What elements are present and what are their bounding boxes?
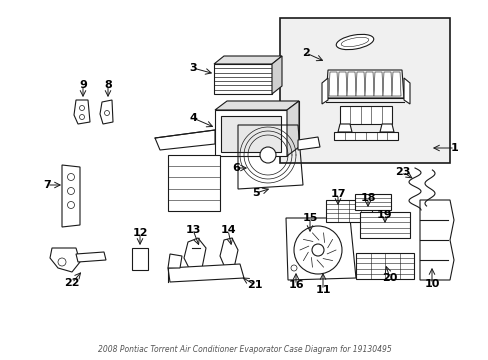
Polygon shape: [297, 137, 319, 150]
Text: 19: 19: [376, 210, 392, 220]
Polygon shape: [297, 228, 319, 258]
Circle shape: [67, 188, 74, 194]
Polygon shape: [328, 72, 337, 96]
Text: 5: 5: [252, 188, 259, 198]
Polygon shape: [221, 116, 281, 152]
Text: 6: 6: [232, 163, 240, 173]
Circle shape: [104, 111, 109, 116]
Polygon shape: [76, 252, 106, 262]
Polygon shape: [285, 218, 355, 280]
Circle shape: [80, 105, 84, 111]
Text: 16: 16: [287, 280, 303, 290]
Text: 15: 15: [302, 213, 317, 223]
Polygon shape: [271, 56, 282, 94]
Text: 17: 17: [329, 189, 345, 199]
Polygon shape: [346, 72, 355, 96]
Polygon shape: [100, 100, 113, 124]
Text: 11: 11: [315, 285, 330, 295]
Bar: [355, 253, 413, 279]
Text: 9: 9: [79, 80, 87, 90]
Bar: [339, 106, 391, 124]
Bar: [132, 248, 148, 270]
Circle shape: [293, 226, 341, 274]
Polygon shape: [168, 254, 182, 268]
Text: 12: 12: [132, 228, 147, 238]
Polygon shape: [419, 200, 453, 280]
Polygon shape: [220, 238, 238, 270]
Bar: [214, 64, 271, 94]
Text: 21: 21: [247, 280, 262, 290]
Polygon shape: [50, 248, 80, 272]
Polygon shape: [286, 101, 298, 156]
Polygon shape: [364, 72, 373, 96]
Text: 4: 4: [189, 113, 197, 123]
Bar: [280, 18, 449, 163]
Text: 8: 8: [104, 80, 112, 90]
Bar: [333, 132, 397, 140]
Polygon shape: [382, 72, 391, 96]
Ellipse shape: [341, 37, 368, 47]
Text: 23: 23: [394, 167, 410, 177]
Text: 7: 7: [43, 180, 51, 190]
Polygon shape: [74, 100, 90, 124]
Polygon shape: [168, 264, 244, 282]
Polygon shape: [403, 78, 409, 104]
Polygon shape: [379, 124, 393, 132]
Polygon shape: [215, 101, 298, 110]
Text: 2008 Pontiac Torrent Air Conditioner Evaporator Case Diagram for 19130495: 2008 Pontiac Torrent Air Conditioner Eva…: [98, 346, 390, 355]
Bar: [359, 212, 409, 238]
Bar: [354, 194, 390, 210]
Polygon shape: [355, 72, 364, 96]
Bar: [325, 200, 371, 222]
Text: 18: 18: [360, 193, 375, 203]
Polygon shape: [226, 101, 298, 147]
Text: 3: 3: [189, 63, 196, 73]
Text: 2: 2: [302, 48, 309, 58]
Polygon shape: [215, 110, 286, 156]
Polygon shape: [337, 72, 346, 96]
Circle shape: [290, 265, 296, 271]
Polygon shape: [373, 72, 382, 96]
Polygon shape: [183, 238, 205, 270]
Circle shape: [311, 244, 324, 256]
Polygon shape: [321, 78, 327, 104]
Polygon shape: [62, 165, 80, 227]
Text: 22: 22: [64, 278, 80, 288]
Bar: [168, 155, 220, 211]
Circle shape: [80, 114, 84, 120]
Circle shape: [67, 174, 74, 180]
Text: 14: 14: [220, 225, 235, 235]
Text: 10: 10: [424, 279, 439, 289]
Polygon shape: [337, 124, 351, 132]
Ellipse shape: [336, 34, 373, 50]
Text: 1: 1: [450, 143, 458, 153]
Circle shape: [67, 202, 74, 208]
Polygon shape: [391, 72, 400, 96]
Polygon shape: [287, 260, 302, 276]
Polygon shape: [155, 130, 215, 150]
Circle shape: [260, 147, 275, 163]
Text: 20: 20: [382, 273, 397, 283]
Polygon shape: [214, 56, 282, 64]
Text: 13: 13: [185, 225, 200, 235]
Circle shape: [58, 258, 66, 266]
